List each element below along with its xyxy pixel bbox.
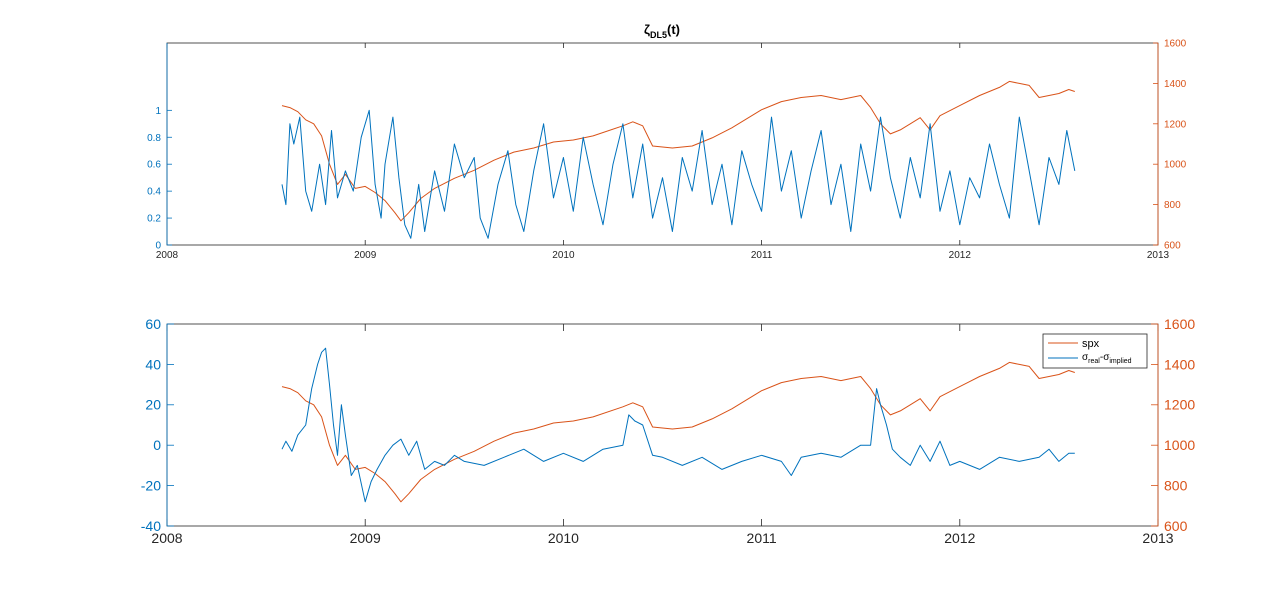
y-left-tick-label: 0.4 bbox=[147, 187, 161, 198]
x-tick-label: 2012 bbox=[944, 530, 975, 546]
y-left-tick-label: -20 bbox=[141, 478, 161, 494]
y-left-tick-label: 0.8 bbox=[147, 133, 161, 144]
x-tick-label: 2013 bbox=[1142, 530, 1173, 546]
x-tick-label: 2009 bbox=[350, 530, 381, 546]
x-tick-label: 2010 bbox=[552, 250, 575, 261]
legend-box bbox=[1042, 333, 1148, 369]
top-ticks-group: 2008 2009 2010 2011 2012 201300.20.40.60.8160… bbox=[147, 39, 1187, 262]
y-left-tick-label: 20 bbox=[145, 397, 161, 413]
y-right-tick-label: 1600 bbox=[1164, 39, 1187, 50]
y-right-tick-label: 1400 bbox=[1164, 356, 1195, 372]
y-left-tick-label: 40 bbox=[145, 356, 161, 372]
legend-sigma-sep: -σ bbox=[1100, 352, 1110, 363]
series-line-spx-1 bbox=[281, 361, 1075, 503]
y-right-tick-label: 1400 bbox=[1164, 79, 1187, 90]
x-tick-label: 2009 bbox=[354, 250, 377, 261]
y-left-tick-label: 0.2 bbox=[147, 214, 161, 225]
x-tick-label: 2008 bbox=[151, 530, 182, 546]
y-right-tick-label: 800 bbox=[1164, 478, 1188, 494]
top-series-group bbox=[281, 80, 1076, 239]
bottom-ticks-group: 2008 2009 2010 2011 2012 2013 -40 -20 0 20 40 60 600… bbox=[141, 316, 1196, 546]
series-line-left-0 bbox=[281, 109, 1076, 239]
y-left-tick-label: 0.6 bbox=[147, 160, 161, 171]
x-tick-label: 2012 bbox=[949, 250, 972, 261]
y-right-tick-label: 1000 bbox=[1164, 437, 1195, 453]
y-right-tick-label: 1000 bbox=[1164, 160, 1187, 171]
legend-sigma-sub-implied: implied bbox=[1109, 358, 1131, 365]
y-left-tick-label: -40 bbox=[141, 518, 161, 534]
y-right-tick-label: 1200 bbox=[1164, 119, 1187, 130]
top-title-subscript: DL5 bbox=[650, 30, 667, 40]
y-left-tick-label: 0 bbox=[155, 241, 161, 252]
series-line-left-1 bbox=[281, 347, 1075, 503]
bottom-plot-area bbox=[166, 323, 1159, 527]
legend-sigma-main: σ bbox=[1082, 352, 1089, 363]
bottom-subplot: 2008 2009 2010 2011 2012 2013 -40 -20 0 20 40 60 600… bbox=[141, 316, 1196, 546]
top-title: ζDL5(t) bbox=[644, 22, 680, 40]
y-right-tick-label: 600 bbox=[1164, 518, 1188, 534]
y-left-tick-label: 0 bbox=[153, 437, 161, 453]
x-tick-label: 2013 bbox=[1147, 250, 1170, 261]
x-tick-label: 2008 bbox=[156, 250, 179, 261]
top-plot-area bbox=[166, 42, 1159, 246]
x-tick-label: 2011 bbox=[751, 250, 773, 261]
legend-label-sigma: σreal-σimplied bbox=[1082, 352, 1132, 365]
top-subplot: ζDL5(t) 2008 2009 2010 2011 2012 2013 0 0.2 0.4 0… bbox=[147, 22, 1187, 261]
y-left-tick-label: 60 bbox=[145, 316, 161, 332]
y-right-tick-label: 600 bbox=[1164, 241, 1181, 252]
legend-label-spx: spx bbox=[1082, 338, 1100, 350]
x-tick-label: 2010 bbox=[548, 530, 579, 546]
bottom-series-group bbox=[281, 347, 1075, 503]
y-right-tick-label: 800 bbox=[1164, 200, 1181, 211]
series-line-spx-0 bbox=[281, 80, 1075, 222]
top-title-main: ζ bbox=[644, 22, 650, 37]
y-right-tick-label: 1600 bbox=[1164, 316, 1195, 332]
x-tick-label: 2011 bbox=[747, 530, 777, 546]
y-right-tick-label: 1200 bbox=[1164, 397, 1195, 413]
top-title-tail: (t) bbox=[667, 22, 680, 37]
legend-sigma-sub-real: real bbox=[1088, 358, 1100, 365]
y-left-tick-label: 1 bbox=[155, 106, 161, 117]
legend: spx σreal-σimplied bbox=[1042, 333, 1148, 369]
